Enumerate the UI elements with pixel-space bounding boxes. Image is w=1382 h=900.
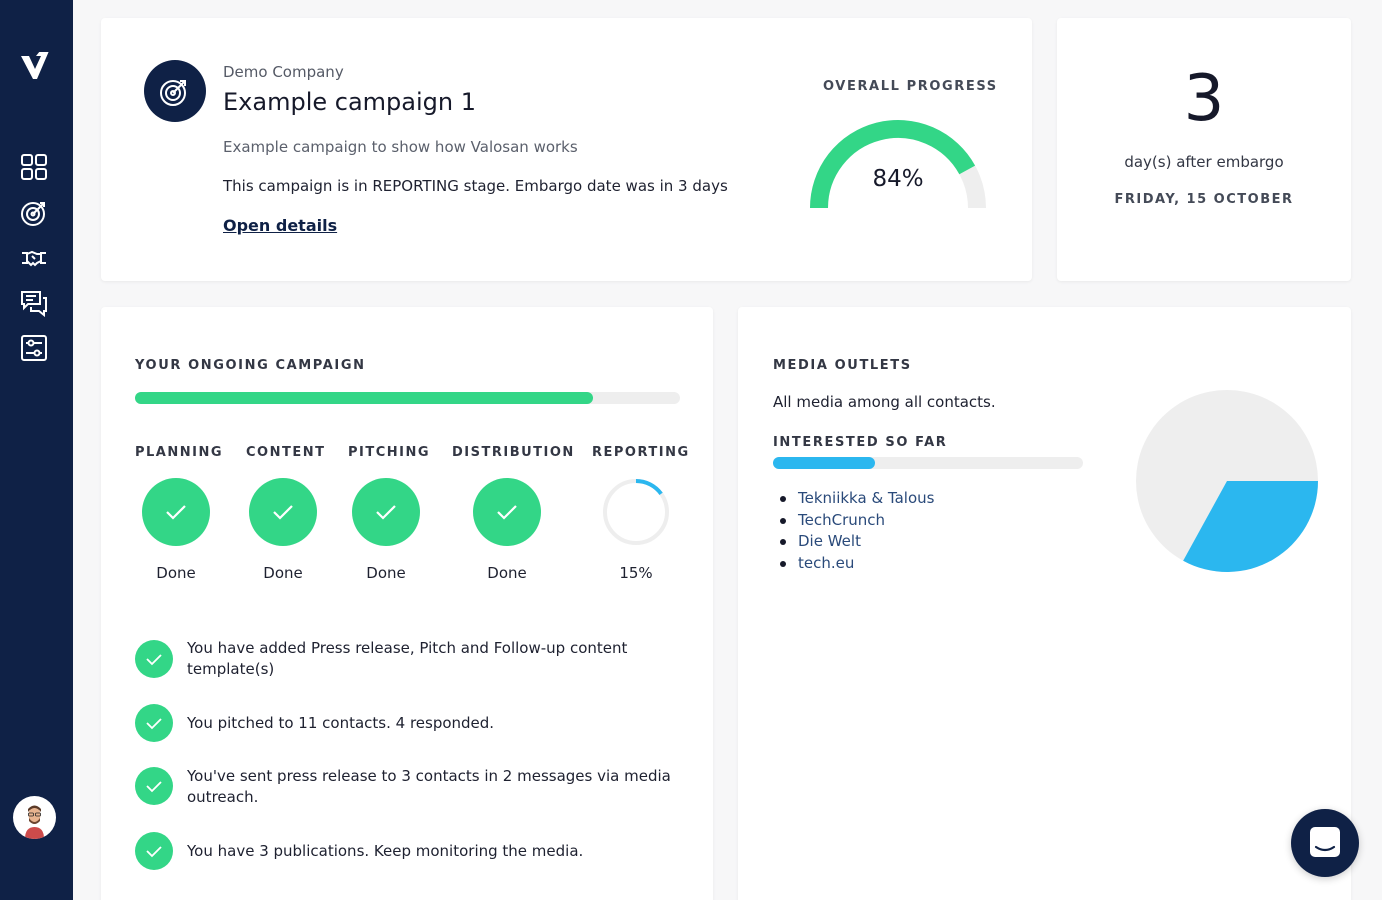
embargo-days: 3 <box>1183 62 1225 136</box>
check-icon <box>376 505 396 520</box>
check-icon <box>146 846 162 858</box>
check-icon <box>146 654 162 666</box>
interested-progress-bar <box>773 457 1083 469</box>
target-icon[interactable] <box>20 199 48 227</box>
interested-so-far-label: INTERESTED SO FAR <box>773 435 948 450</box>
activity-check-icon <box>135 832 173 870</box>
user-avatar-icon[interactable] <box>13 796 56 839</box>
overall-progress-value: 84% <box>872 166 924 192</box>
interested-progress-fill <box>773 457 876 469</box>
stage-label-planning: PLANNING <box>135 445 224 460</box>
chat-launcher-button[interactable] <box>1291 809 1359 877</box>
campaign-summary-card: Demo Company Example campaign 1 Example … <box>101 18 1032 281</box>
pie-slice-interested <box>1183 481 1318 572</box>
handshake-icon[interactable] <box>20 244 48 272</box>
campaign-title: Example campaign 1 <box>223 88 476 116</box>
stage-label-distribution: DISTRIBUTION <box>452 445 575 460</box>
ring-fill <box>603 479 669 545</box>
overall-progress-label: OVERALL PROGRESS <box>823 79 998 94</box>
open-details-link[interactable]: Open details <box>223 216 338 235</box>
stage-planning-done <box>142 478 210 546</box>
check-icon <box>273 505 293 520</box>
company-name: Demo Company <box>223 63 344 81</box>
ongoing-progress-bar <box>135 392 680 404</box>
dashboard-grid-icon[interactable] <box>20 153 48 181</box>
campaign-description: Example campaign to show how Valosan wor… <box>223 138 578 156</box>
media-description: All media among all contacts. <box>773 393 996 411</box>
stage-pitching-done <box>352 478 420 546</box>
stage-label-pitching: PITCHING <box>348 445 431 460</box>
activity-check-icon <box>135 767 173 805</box>
activity-item: You pitched to 11 contacts. 4 responded. <box>187 714 495 732</box>
embargo-card: 3 day(s) after embargo FRIDAY, 15 OCTOBE… <box>1057 18 1351 281</box>
valosan-logo-icon[interactable] <box>20 52 50 82</box>
media-outlet-item[interactable]: Die Welt <box>779 531 934 553</box>
check-icon <box>497 505 517 520</box>
stage-label-reporting: REPORTING <box>592 445 690 460</box>
settings-sliders-icon[interactable] <box>20 334 48 362</box>
embargo-subtitle: day(s) after embargo <box>1124 153 1284 171</box>
check-icon <box>166 505 186 520</box>
activity-item: You have 3 publications. Keep monitoring… <box>187 842 584 860</box>
media-outlets-label: MEDIA OUTLETS <box>773 358 912 373</box>
media-outlets-card: MEDIA OUTLETS All media among all contac… <box>738 307 1351 900</box>
check-icon <box>146 718 162 730</box>
stage-reporting-progress-ring <box>603 479 669 545</box>
ongoing-campaign-label: YOUR ONGOING CAMPAIGN <box>135 358 366 373</box>
stage-status-content: Done <box>263 564 303 582</box>
campaign-stage-text: This campaign is in REPORTING stage. Emb… <box>223 177 728 195</box>
stage-status-reporting: 15% <box>619 564 653 582</box>
gauge-fill <box>810 120 976 209</box>
embargo-date: FRIDAY, 15 OCTOBER <box>1114 192 1294 207</box>
stage-status-pitching: Done <box>366 564 406 582</box>
media-outlet-item[interactable]: Tekniikka & Talous <box>779 488 934 510</box>
media-interest-pie <box>1136 390 1318 572</box>
stage-distribution-done <box>473 478 541 546</box>
chat-icon[interactable] <box>20 289 48 317</box>
ongoing-progress-fill <box>135 392 593 404</box>
stage-label-content: CONTENT <box>246 445 326 460</box>
chat-bubble-icon <box>1310 827 1340 857</box>
stage-status-distribution: Done <box>487 564 527 582</box>
ongoing-campaign-card: YOUR ONGOING CAMPAIGN PLANNING CONTENT P… <box>101 307 713 900</box>
stage-status-planning: Done <box>156 564 196 582</box>
overall-progress-gauge <box>810 120 986 209</box>
target-icon <box>160 80 186 106</box>
sidebar <box>0 0 73 900</box>
check-icon <box>146 781 162 793</box>
media-outlet-item[interactable]: TechCrunch <box>779 510 934 532</box>
activity-item: You have added Press release, Pitch and … <box>187 639 628 678</box>
stage-content-done <box>249 478 317 546</box>
activity-item: You've sent press release to 3 contacts … <box>187 767 671 806</box>
activity-check-icon <box>135 640 173 678</box>
activity-check-icon <box>135 704 173 742</box>
campaign-badge <box>144 60 206 122</box>
media-outlet-list: Tekniikka & Talous TechCrunch Die Welt t… <box>779 488 934 575</box>
media-outlet-item[interactable]: tech.eu <box>779 553 934 575</box>
